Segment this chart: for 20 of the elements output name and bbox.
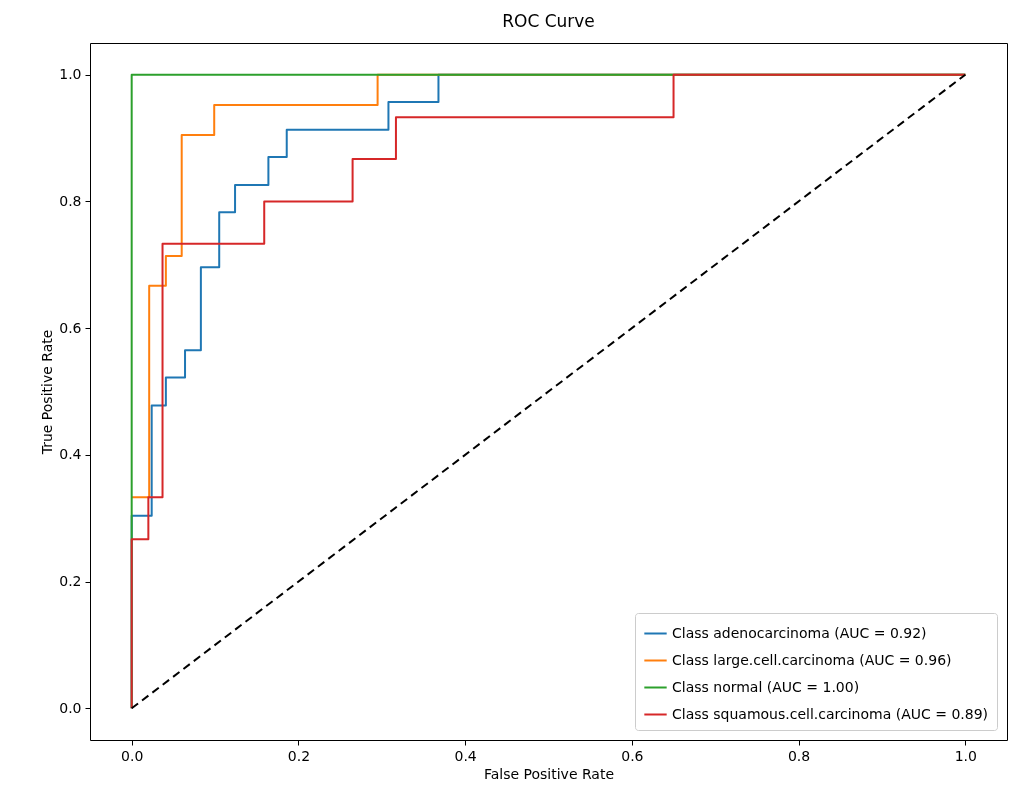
legend-label: Class adenocarcinoma (AUC = 0.92)	[672, 624, 927, 641]
x-tick-label: 0.4	[454, 747, 477, 764]
x-tick-label: 0.8	[787, 747, 811, 764]
x-axis-title: False Positive Rate	[483, 765, 615, 782]
y-tick-label: 0.0	[59, 699, 82, 716]
y-tick-label: 0.8	[59, 192, 82, 209]
x-tick-label: 0.6	[621, 747, 644, 764]
y-axis-title: True Positive Rate	[39, 329, 56, 456]
legend-label: Class normal (AUC = 1.00)	[672, 678, 860, 695]
y-tick-label: 1.0	[59, 66, 82, 83]
y-tick-label: 0.6	[59, 319, 82, 336]
x-tick-label: 0.0	[121, 747, 144, 764]
y-tick-label: 0.4	[59, 446, 82, 463]
x-tick-label: 1.0	[954, 747, 977, 764]
x-tick-label: 0.2	[287, 747, 311, 764]
line-series	[130, 73, 967, 710]
chart-title: ROC Curve	[502, 11, 595, 31]
legend-label: Class squamous.cell.carcinoma (AUC = 0.89)	[672, 705, 989, 722]
legend-label: Class large.cell.carcinoma (AUC = 0.96)	[672, 651, 952, 668]
y-tick-label: 0.2	[59, 573, 82, 590]
